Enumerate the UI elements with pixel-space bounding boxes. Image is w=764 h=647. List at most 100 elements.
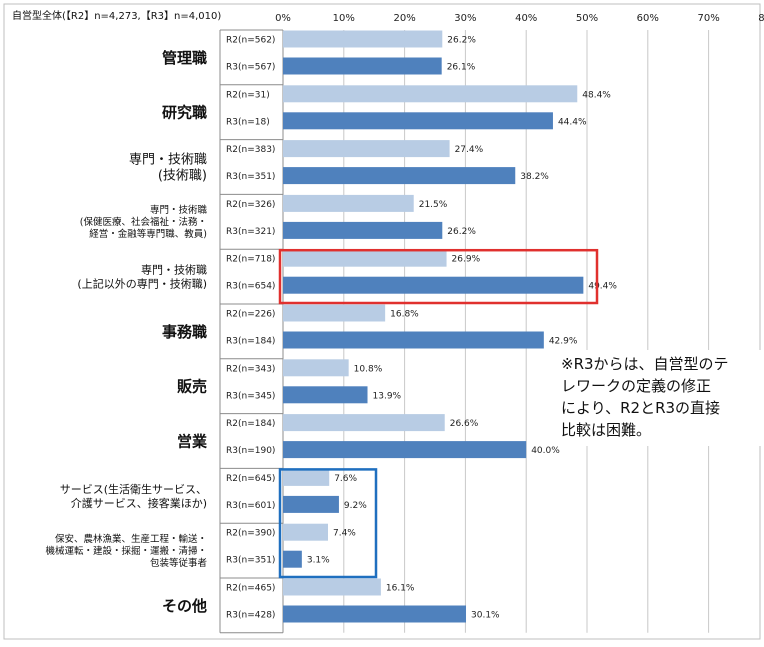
x-tick-label: 10%: [333, 13, 355, 24]
bar-r3: [283, 276, 584, 294]
data-label: 27.4%: [455, 145, 484, 155]
data-label: 16.1%: [386, 584, 415, 594]
series-label: R2(n=718): [226, 255, 275, 265]
series-label: R2(n=465): [226, 584, 275, 594]
bar-r2: [283, 359, 349, 377]
x-tick-label: 70%: [697, 13, 719, 24]
data-label: 26.2%: [447, 36, 476, 46]
series-label: R3(n=428): [226, 611, 275, 621]
series-label: R2(n=31): [226, 90, 270, 100]
bar-r3: [283, 441, 527, 459]
data-label: 26.9%: [452, 255, 481, 265]
category-label: 機械運転・建設・採掘・運搬・清掃・: [45, 545, 207, 557]
bar-r2: [283, 523, 328, 541]
category-label: その他: [162, 597, 207, 615]
data-label: 44.4%: [558, 117, 587, 127]
bar-r3: [283, 167, 516, 185]
series-label: R2(n=343): [226, 364, 275, 374]
category-label: (技術職): [158, 169, 207, 184]
data-label: 9.2%: [344, 501, 367, 511]
series-label: R3(n=567): [226, 63, 275, 73]
bar-r2: [283, 468, 330, 486]
data-label: 7.4%: [333, 529, 356, 539]
bar-r2: [283, 194, 414, 212]
series-label: R2(n=226): [226, 310, 275, 320]
data-label: 7.6%: [334, 474, 357, 484]
bar-r3: [283, 495, 339, 513]
bar-r3: [283, 112, 553, 130]
series-label: R3(n=184): [226, 337, 275, 347]
bars: [283, 30, 584, 623]
data-label: 26.1%: [447, 63, 476, 73]
data-label: 13.9%: [373, 391, 402, 401]
category-label: 介護サービス、接客業ほか): [71, 496, 207, 510]
annotation-line: ※R3からは、自営型のテ: [561, 355, 729, 373]
series-label: R3(n=321): [226, 227, 275, 237]
category-separators: [219, 29, 283, 634]
bar-r2: [283, 414, 445, 432]
data-label: 26.6%: [450, 419, 479, 429]
data-label: 40.0%: [531, 446, 560, 456]
bar-r2: [283, 249, 447, 267]
x-tick-label: 30%: [454, 13, 476, 24]
series-label: R3(n=18): [226, 117, 270, 127]
x-tick-label: 50%: [576, 13, 598, 24]
category-label: 販売: [177, 378, 207, 396]
data-label: 16.8%: [390, 310, 419, 320]
category-label: (保健医療、社会福祉・法務・: [80, 216, 207, 228]
annotation-background: [552, 350, 764, 446]
series-label: R3(n=190): [226, 446, 275, 456]
series-label: R3(n=345): [226, 391, 275, 401]
series-label: R2(n=645): [226, 474, 275, 484]
x-tick-label: 80%: [758, 13, 764, 24]
annotation-line: 比較は困難。: [561, 421, 651, 439]
annotation-line: により、R2とR3の直接: [561, 399, 720, 417]
bar-r3: [283, 386, 368, 404]
bar-r2: [283, 578, 381, 596]
x-tick-label: 40%: [515, 13, 537, 24]
series-label: R2(n=184): [226, 419, 275, 429]
series-label: R2(n=562): [226, 36, 275, 46]
x-tick-label: 0%: [275, 13, 291, 24]
chart-title: 自営型全体(【R2】n=4,273,【R3】n=4,010): [12, 9, 221, 22]
category-label: 専門・技術職: [129, 153, 207, 168]
annotation-line: レワークの定義の修正: [561, 377, 711, 395]
data-label: 3.1%: [307, 556, 330, 566]
bar-r3: [283, 550, 302, 568]
data-label: 38.2%: [520, 172, 549, 182]
series-label: R3(n=654): [226, 282, 275, 292]
x-tick-label: 20%: [393, 13, 415, 24]
bar-r3: [283, 221, 443, 239]
category-label: (上記以外の専門・技術職): [77, 277, 207, 291]
category-label: 包装等従事者: [150, 557, 207, 569]
x-tick-label: 60%: [637, 13, 659, 24]
series-label: R3(n=351): [226, 172, 275, 182]
series-label: R2(n=383): [226, 145, 275, 155]
category-label: 専門・技術職: [150, 204, 208, 216]
bar-r3: [283, 605, 467, 623]
data-label: 10.8%: [354, 364, 383, 374]
bar-r2: [283, 304, 386, 322]
category-label: サービス(生活衛生サービス、: [60, 482, 207, 496]
series-label: R3(n=601): [226, 501, 275, 511]
highlight-box: [278, 468, 378, 579]
series-label: R2(n=326): [226, 200, 275, 210]
data-label: 42.9%: [549, 337, 578, 347]
category-label: 専門・技術職: [141, 264, 207, 277]
highlight-box: [278, 248, 599, 305]
data-label: 26.2%: [447, 227, 476, 237]
category-label: 研究職: [162, 104, 207, 122]
bar-r2: [283, 30, 443, 48]
category-label: 事務職: [162, 323, 207, 341]
bar-r2: [283, 140, 450, 158]
series-label: R3(n=351): [226, 556, 275, 566]
category-label: 保安、農林漁業、生産工程・輸送・: [55, 533, 207, 545]
highlight-boxes: [278, 248, 599, 579]
category-labels: R2(n=562) 26.2% R3(n=567) 26.1% 管理職 R2(n=31) 4…: [45, 36, 617, 621]
category-label: 経営・金融等専門職、教員): [89, 228, 207, 240]
data-label: 21.5%: [419, 200, 448, 210]
data-label: 48.4%: [582, 90, 611, 100]
